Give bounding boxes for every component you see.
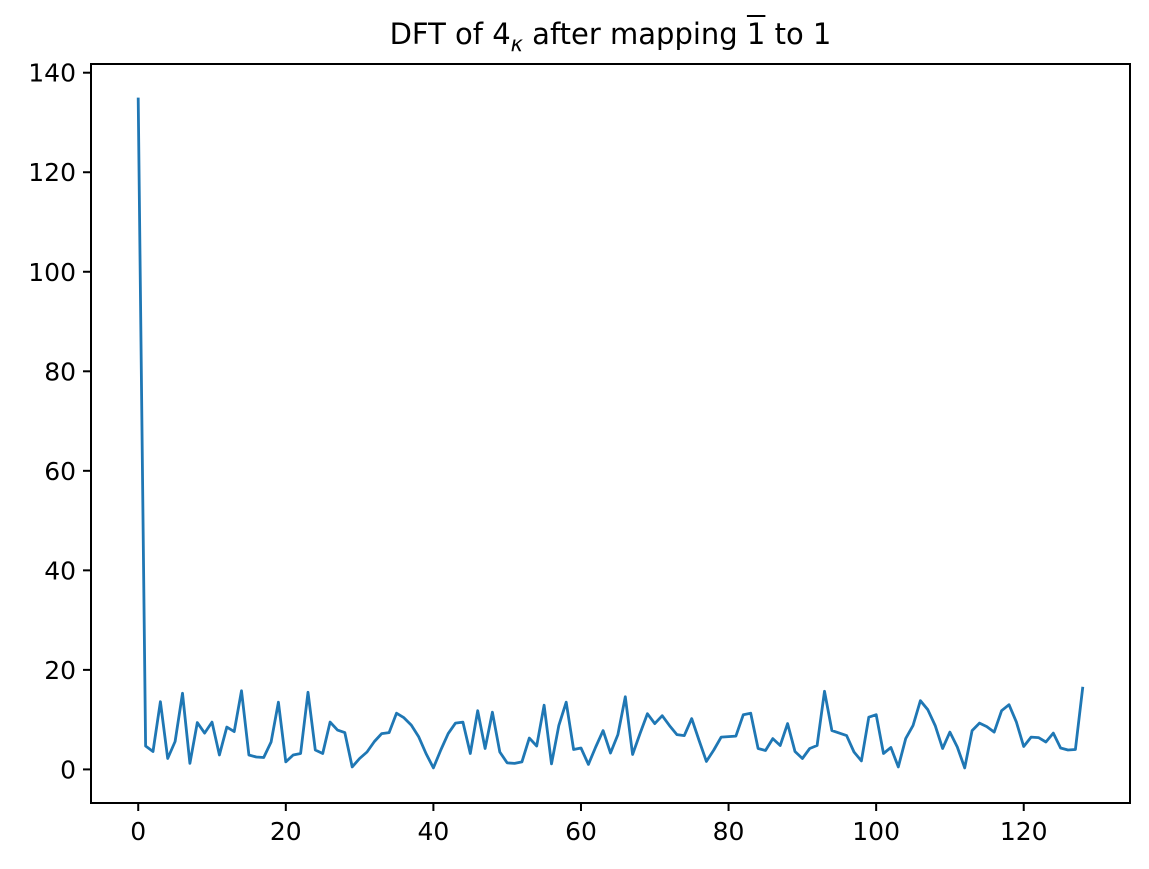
title-kappa-subscript: κ (510, 31, 523, 56)
y-axis-tick-label: 140 (28, 59, 76, 88)
y-axis-tick-label: 0 (60, 755, 76, 784)
y-axis-tick-label: 40 (44, 556, 76, 585)
x-axis-tick-label: 80 (713, 817, 745, 846)
data-line (136, 97, 1085, 770)
title-text-middle: after mapping (522, 17, 747, 51)
x-axis-tick-label: 100 (852, 817, 900, 846)
title-text-prefix: DFT of 4 (389, 17, 511, 51)
x-axis-tick-label: 60 (565, 817, 597, 846)
x-axis-tick-label: 0 (130, 817, 146, 846)
title-overlined-one: 1 (746, 17, 766, 51)
y-axis-tick-label: 100 (28, 258, 76, 287)
x-axis-tick-label: 40 (417, 817, 449, 846)
y-axis-tick-label: 120 (28, 158, 76, 187)
title-text-suffix: to 1 (765, 17, 832, 51)
x-axis-tick-label: 120 (1000, 817, 1048, 846)
y-axis-tick-label: 80 (44, 357, 76, 386)
x-axis-tick-label: 20 (270, 817, 302, 846)
y-axis-tick-label: 60 (44, 457, 76, 486)
y-axis-tick-label: 20 (44, 656, 76, 685)
axes-frame (90, 63, 1131, 804)
chart-title: DFT of 4κ after mapping 1 to 1 (91, 16, 1130, 54)
